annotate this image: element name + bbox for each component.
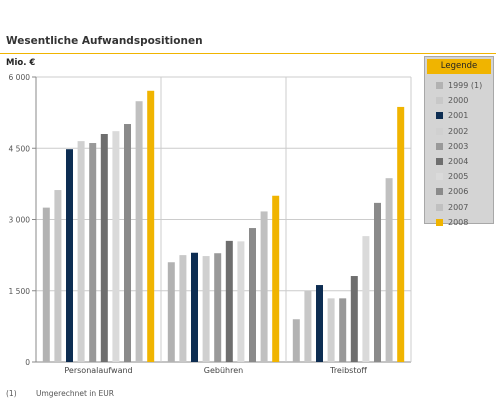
- legend-title: Legende: [427, 59, 491, 74]
- legend-item: 2005: [425, 169, 493, 184]
- bar: [147, 90, 155, 363]
- bar: [112, 131, 120, 362]
- bar: [66, 149, 73, 362]
- bar: [374, 202, 381, 362]
- legend-label: 2007: [448, 202, 469, 212]
- legend-label: 2000: [448, 96, 469, 106]
- bar: [237, 241, 245, 362]
- bar: [339, 298, 347, 362]
- bar: [202, 256, 210, 362]
- bar: [100, 134, 108, 362]
- y-tick-label: 6 000: [9, 73, 31, 82]
- y-tick-label: 4 500: [9, 144, 31, 153]
- legend-item: 2000: [425, 93, 493, 108]
- legend-swatch: [436, 157, 443, 165]
- legend-swatch: [436, 188, 443, 196]
- bar: [385, 178, 393, 362]
- chart-title: Wesentliche Aufwandspositionen: [6, 35, 203, 47]
- footnote-marker: (1): [6, 389, 17, 398]
- bar: [292, 319, 300, 362]
- legend-swatch: [436, 218, 443, 226]
- x-category-label: Personalaufwand: [64, 366, 132, 375]
- legend-swatch: [436, 97, 443, 105]
- title-divider: [0, 53, 496, 54]
- legend-label: 2004: [448, 156, 469, 166]
- legend-swatch: [436, 142, 443, 150]
- x-category-label: Gebühren: [204, 366, 243, 375]
- y-tick-label: 1 500: [9, 287, 31, 296]
- legend-item: 2004: [425, 154, 493, 169]
- bar: [249, 228, 256, 362]
- bar: [214, 253, 222, 362]
- legend-item: 2008: [425, 215, 493, 230]
- legend-item: 2006: [425, 184, 493, 199]
- legend-label: 2006: [448, 187, 469, 197]
- bar: [225, 240, 233, 362]
- bar: [362, 236, 370, 362]
- x-category-label: Treibstoff: [329, 366, 367, 375]
- legend-label: 2003: [448, 141, 469, 151]
- bar: [350, 276, 358, 362]
- legend-item: 2002: [425, 124, 493, 139]
- legend-swatch: [436, 112, 443, 120]
- y-tick-label: 3 000: [9, 216, 31, 225]
- legend-label: 1999 (1): [448, 81, 483, 90]
- bar: [54, 190, 62, 362]
- bar: [89, 143, 97, 362]
- bar: [77, 141, 85, 362]
- legend-items: 1999 (1) 2000 2001 2002 2003 2004 2005 2006 2007…: [425, 78, 493, 230]
- legend-item: 1999 (1): [425, 78, 493, 93]
- legend-swatch: [436, 127, 443, 135]
- legend-item: 2007: [425, 200, 493, 215]
- bar: [42, 207, 50, 362]
- bar: [316, 285, 323, 362]
- bar: [167, 262, 175, 362]
- bar: [304, 290, 312, 362]
- legend-swatch: [436, 82, 443, 89]
- legend-label: 2002: [448, 126, 469, 136]
- y-axis-unit-label: Mio. €: [6, 58, 36, 68]
- legend-label: 2001: [448, 111, 469, 121]
- legend-item: 2003: [425, 139, 493, 154]
- legend: Legende 1999 (1) 2000 2001 2002 2003 2004 2005…: [424, 56, 494, 227]
- bar: [135, 101, 143, 362]
- legend-label: 2005: [448, 172, 469, 182]
- bar: [124, 124, 131, 363]
- legend-label: 2008: [448, 217, 469, 227]
- legend-item: 2001: [425, 108, 493, 123]
- bar: [260, 211, 268, 362]
- bar-chart: 0 1 500 3 000 4 500 6 000 Personalaufwand Gebü…: [9, 73, 412, 375]
- bar: [272, 195, 280, 362]
- legend-swatch: [436, 173, 443, 181]
- bar: [191, 252, 198, 362]
- legend-swatch: [436, 203, 443, 211]
- bar: [327, 298, 335, 362]
- bar: [179, 255, 187, 362]
- bar: [397, 106, 405, 362]
- y-tick-label: 0: [25, 358, 30, 367]
- footnote-text: Umgerechnet in EUR: [36, 389, 114, 398]
